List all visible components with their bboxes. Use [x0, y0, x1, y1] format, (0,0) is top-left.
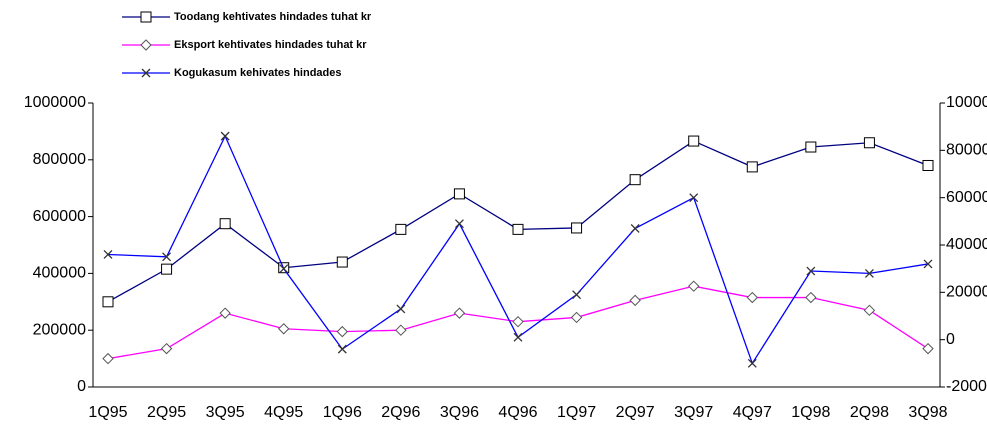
- marker: [630, 223, 640, 233]
- x-tick-label: 2Q96: [381, 404, 420, 421]
- x-tick-label: 2Q98: [850, 404, 889, 421]
- marker: [922, 342, 934, 355]
- marker: [337, 344, 347, 354]
- x-tick-label: 4Q96: [498, 404, 537, 421]
- marker: [454, 219, 464, 229]
- y2-tick-label: 60000: [946, 189, 987, 206]
- y2-tick-label: -20000: [946, 378, 987, 395]
- y2-tick-label: 80000: [946, 142, 987, 159]
- x-tick-label: 3Q96: [440, 404, 479, 421]
- marker: [219, 307, 231, 319]
- marker: [747, 358, 757, 368]
- marker: [103, 250, 113, 259]
- marker: [688, 280, 700, 292]
- marker: [688, 135, 700, 147]
- marker: [746, 161, 758, 173]
- legend-label: Toodang kehtivates hindades tuhat kr: [174, 11, 372, 23]
- marker: [572, 290, 582, 300]
- x-tick-label: 4Q95: [264, 404, 303, 421]
- series-line: [107, 134, 929, 365]
- y2-tick-label: 20000: [946, 284, 987, 301]
- marker: [453, 307, 466, 319]
- marker: [689, 193, 699, 203]
- marker: [160, 342, 173, 355]
- marker: [395, 223, 407, 235]
- marker: [746, 291, 758, 304]
- marker: [278, 323, 290, 335]
- marker: [923, 259, 933, 269]
- marker: [336, 256, 348, 268]
- marker: [629, 174, 641, 186]
- marker: [453, 188, 465, 200]
- marker: [279, 264, 289, 274]
- marker: [141, 68, 151, 78]
- marker: [336, 325, 348, 338]
- y-tick-label: 400000: [33, 265, 86, 282]
- y-tick-label: 200000: [33, 321, 86, 338]
- marker: [162, 252, 172, 262]
- marker: [513, 332, 523, 342]
- y2-tick-label: 40000: [946, 236, 987, 253]
- x-tick-label: 1Q96: [323, 404, 362, 421]
- marker: [629, 294, 641, 307]
- marker: [220, 131, 230, 141]
- marker: [512, 315, 524, 328]
- legend-label: Kogukasum kehivates hindades: [174, 67, 342, 79]
- x-tick-label: 2Q97: [616, 404, 655, 421]
- y-tick-label: 0: [77, 378, 86, 395]
- marker: [396, 304, 406, 314]
- marker: [161, 263, 173, 275]
- marker: [806, 266, 816, 276]
- marker: [395, 324, 407, 336]
- x-tick-label: 1Q95: [88, 404, 127, 421]
- marker: [571, 222, 583, 234]
- marker: [102, 352, 114, 365]
- marker: [512, 223, 524, 235]
- marker: [863, 137, 875, 149]
- y2-tick-label: 0: [946, 331, 955, 348]
- x-tick-label: 1Q98: [791, 404, 830, 421]
- marker: [140, 11, 152, 23]
- y-tick-label: 600000: [33, 208, 86, 225]
- marker: [864, 268, 874, 278]
- x-tick-label: 2Q95: [147, 404, 186, 421]
- series-line: [107, 140, 929, 303]
- y-tick-label: 800000: [33, 151, 86, 168]
- marker: [570, 311, 583, 324]
- x-tick-label: 3Q97: [674, 404, 713, 421]
- legend-label: Eksport kehtivates hindades tuhat kr: [174, 39, 367, 51]
- marker: [140, 39, 152, 51]
- x-tick-label: 3Q98: [908, 404, 947, 421]
- x-tick-label: 3Q95: [206, 404, 245, 421]
- x-tick-label: 4Q97: [733, 404, 772, 421]
- y2-tick-label: 100000: [946, 94, 987, 111]
- marker: [102, 296, 114, 308]
- y-tick-label: 1000000: [24, 94, 86, 111]
- marker: [922, 159, 934, 171]
- marker: [805, 141, 817, 153]
- marker: [863, 304, 876, 317]
- x-tick-label: 1Q97: [557, 404, 596, 421]
- marker: [219, 218, 231, 230]
- marker: [805, 291, 817, 304]
